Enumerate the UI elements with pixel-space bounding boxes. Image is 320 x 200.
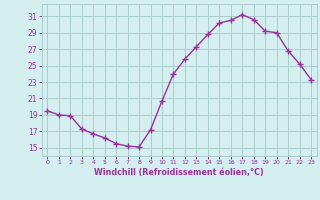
- X-axis label: Windchill (Refroidissement éolien,°C): Windchill (Refroidissement éolien,°C): [94, 168, 264, 177]
